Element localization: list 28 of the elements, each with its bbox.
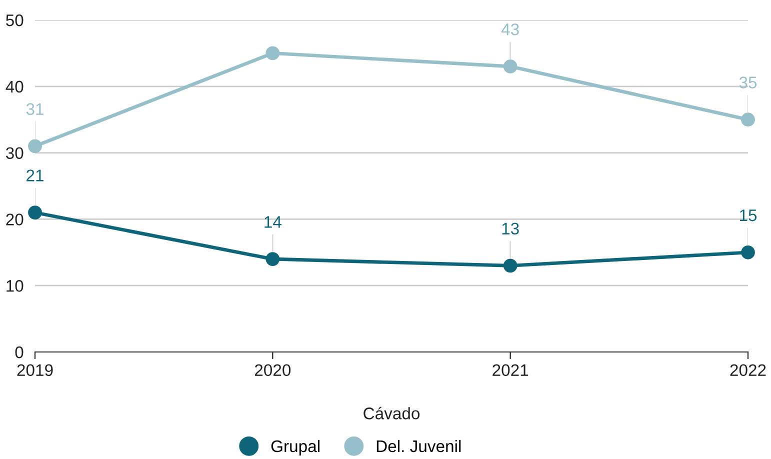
data-label: 43 <box>501 23 519 36</box>
x-tick-label: 2022 <box>730 364 766 376</box>
data-label: 15 <box>740 210 757 222</box>
point <box>741 112 755 127</box>
data-label: 13 <box>502 222 519 234</box>
point <box>503 60 518 74</box>
y-tick-label: 20 <box>6 214 24 226</box>
point <box>503 258 518 273</box>
point <box>266 46 280 60</box>
data-label: 35 <box>739 76 757 88</box>
data-label: 14 <box>264 216 282 228</box>
legend-label: Del. Juvenil <box>376 440 461 452</box>
x-tick-label: 2020 <box>254 364 291 376</box>
y-tick-label: 0 <box>15 346 24 358</box>
y-tick-label: 30 <box>6 147 24 160</box>
point <box>741 245 755 260</box>
legend-label: Grupal <box>271 440 320 456</box>
point <box>28 139 42 154</box>
x-tick-label: 2021 <box>492 364 528 376</box>
point <box>28 206 42 220</box>
y-tick-label: 10 <box>6 280 24 292</box>
x-axis-title: Cávado <box>364 406 420 420</box>
data-label: 21 <box>26 170 44 182</box>
data-label: 31 <box>26 103 44 115</box>
x-tick-label: 2019 <box>17 364 53 376</box>
y-tick-label: 40 <box>6 80 24 93</box>
y-tick-label: 50 <box>6 14 24 26</box>
point <box>266 252 280 266</box>
